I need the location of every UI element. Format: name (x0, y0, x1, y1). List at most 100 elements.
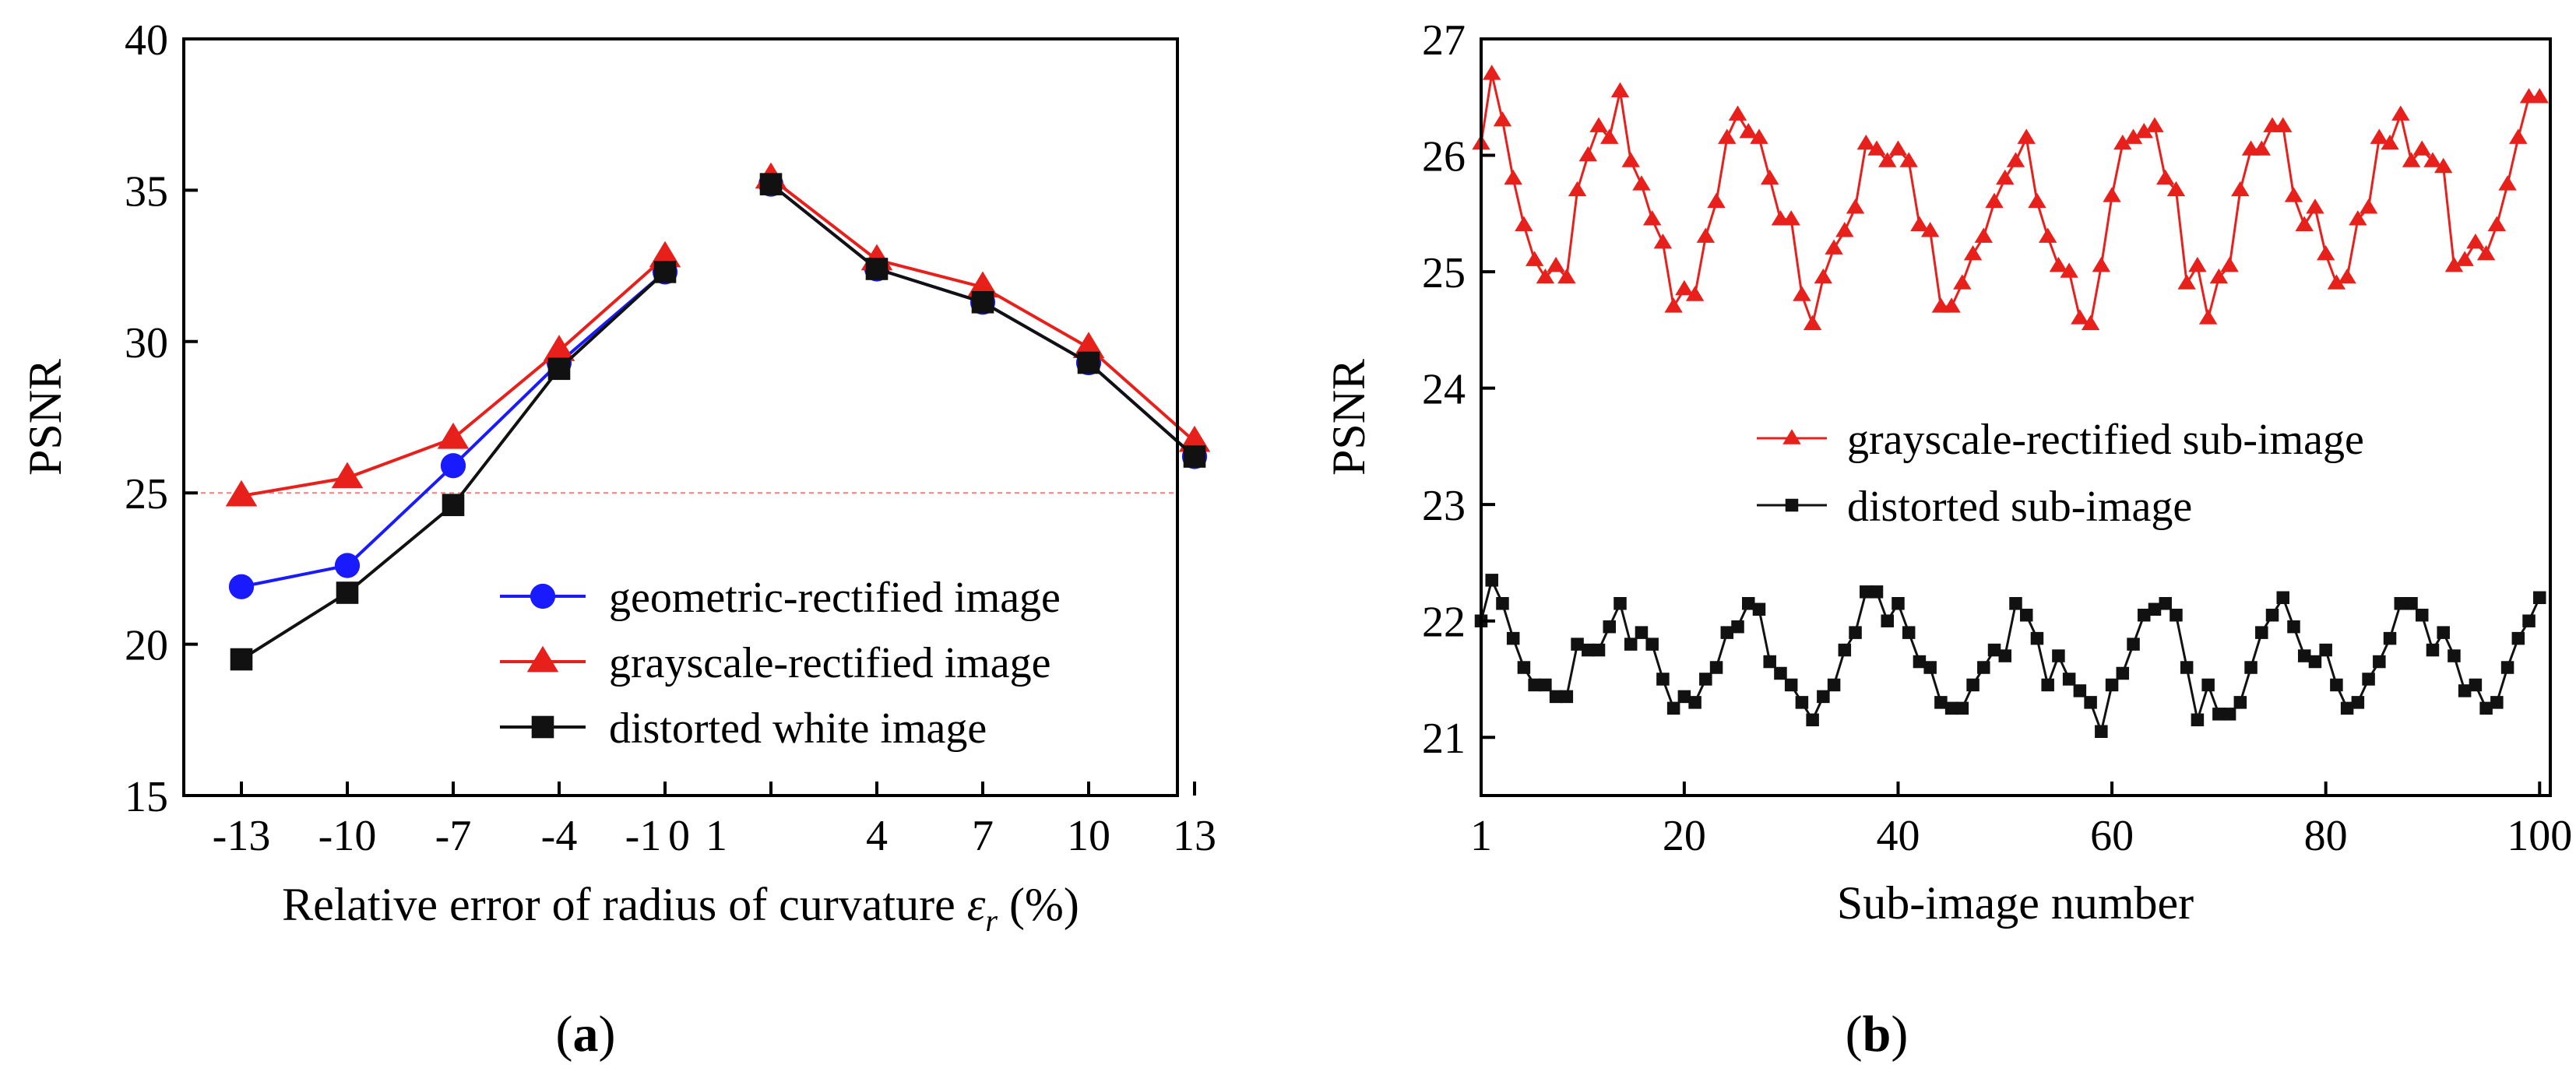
data-point (1600, 128, 1619, 144)
data-point (1825, 239, 1843, 255)
panel-b-axes-frame (1480, 37, 2552, 797)
data-point (2177, 274, 2196, 290)
x-tick-label: 1 (1470, 812, 1492, 860)
data-point (2084, 696, 2097, 709)
data-point (1774, 666, 1787, 680)
data-point (2222, 708, 2236, 721)
data-point (1955, 701, 1969, 715)
data-point (1795, 696, 1809, 709)
x-tick-label: 4 (866, 812, 888, 860)
data-point (2500, 661, 2514, 674)
data-point (2316, 244, 2335, 261)
data-point (1888, 140, 1908, 156)
data-point (2028, 192, 2046, 209)
y-tick-label: 22 (1422, 599, 1466, 647)
data-point (2049, 256, 2068, 272)
data-point (2405, 597, 2418, 610)
legend-marker (531, 715, 554, 739)
data-point (1856, 134, 1875, 150)
data-point (1568, 181, 1587, 197)
data-point (1835, 222, 1854, 237)
data-point (1645, 638, 1659, 651)
data-point (1913, 655, 1927, 669)
data-point (543, 335, 575, 361)
data-point (442, 494, 465, 517)
y-tick-label: 23 (1422, 482, 1466, 530)
data-point (2412, 140, 2431, 156)
data-point (2095, 725, 2108, 739)
data-point (1860, 585, 1873, 599)
legend-marker (1782, 429, 1801, 444)
x-tick-label: -13 (213, 812, 271, 860)
data-point (1571, 638, 1584, 651)
data-point (1803, 314, 1822, 331)
data-point (2349, 210, 2367, 226)
data-point (2156, 169, 2175, 185)
data-point (2394, 597, 2408, 610)
data-point (1987, 643, 2001, 657)
data-point (1942, 297, 1961, 313)
data-point (1592, 643, 1606, 657)
data-point (1838, 643, 1852, 657)
data-point (1699, 673, 1712, 686)
panel-a-xlabel: Relative error of radius of curvature εr… (282, 879, 1079, 938)
data-point (1504, 169, 1522, 185)
data-point (1963, 244, 1983, 261)
legend-label: grayscale-rectified image (609, 639, 1050, 687)
legend-label: distorted white image (609, 704, 987, 753)
x-tick-label: 100 (2507, 812, 2572, 860)
data-point (2017, 128, 2036, 144)
legend-label: grayscale-rectified sub-image (1847, 416, 2364, 464)
panel-b-plot-area (1472, 65, 2549, 739)
data-point (1867, 140, 1886, 156)
data-point (1589, 117, 1608, 132)
data-point (1849, 626, 1862, 639)
data-point (2081, 314, 2100, 331)
y-tick-label: 26 (1422, 133, 1466, 181)
data-point (2060, 262, 2078, 278)
data-point (1966, 678, 1980, 692)
data-point (2370, 128, 2389, 144)
data-point (1539, 678, 1552, 692)
data-point (1881, 614, 1894, 627)
data-point (2030, 631, 2044, 645)
data-point (2402, 152, 2421, 167)
x-tick-label: -4 (541, 812, 578, 860)
data-point (971, 290, 994, 314)
x-tick-label: 0 (668, 812, 690, 860)
panel-b-chart: 21 22 23 24 25 26 27 1 20 40 60 80 100 grayscale-rec… (1323, 16, 2572, 1063)
data-point (1614, 597, 1627, 610)
data-point (2191, 713, 2205, 727)
data-point (1761, 169, 1779, 185)
data-point (653, 261, 677, 283)
data-point (2180, 661, 2194, 674)
x-tick-label: 13 (1173, 812, 1216, 860)
data-point (1934, 696, 1948, 709)
y-tick-label: 35 (125, 167, 168, 216)
data-point (2426, 643, 2440, 657)
series-line (769, 183, 1196, 458)
data-point (1718, 128, 1737, 144)
data-point (1624, 638, 1638, 651)
data-point (2297, 649, 2311, 662)
data-point (1688, 696, 1701, 709)
data-point (1763, 655, 1776, 669)
data-point (2124, 128, 2143, 144)
series-line (1480, 576, 2541, 736)
data-point (2220, 256, 2239, 272)
data-point (2188, 256, 2207, 272)
data-point (1578, 146, 1597, 162)
data-point (2166, 181, 2186, 197)
data-point (2062, 673, 2076, 686)
y-tick-label: 15 (125, 773, 168, 821)
data-point (2362, 673, 2375, 686)
data-point (2127, 638, 2140, 651)
data-point (1525, 251, 1544, 266)
data-point (1549, 690, 1563, 704)
data-point (1515, 216, 1533, 231)
data-point (2466, 233, 2485, 249)
data-point (336, 581, 359, 604)
legend-label: geometric-rectified image (609, 574, 1061, 622)
data-point (2498, 175, 2517, 191)
